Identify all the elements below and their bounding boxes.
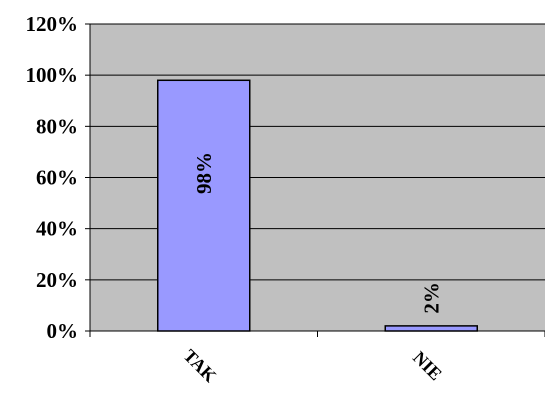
y-tick-label: 40% <box>36 217 78 241</box>
y-tick-label: 0% <box>47 319 79 343</box>
x-category-label: TAK <box>180 345 221 386</box>
bars <box>157 79 478 332</box>
y-tick-label: 20% <box>36 268 78 292</box>
y-tick-label: 120% <box>26 12 79 36</box>
y-tick-label: 60% <box>36 166 78 190</box>
bar-tak <box>157 79 251 332</box>
axes <box>85 23 545 337</box>
x-category-label: NIE <box>409 347 446 384</box>
data-label-nie: 2% <box>419 282 443 314</box>
y-tick-label: 80% <box>36 114 78 138</box>
bar-nie <box>384 325 478 332</box>
y-tick-label: 100% <box>26 63 79 87</box>
labels: 0% 20% 40% 60% 80% 100% 120% 98% TAK 2% NIE <box>26 12 446 386</box>
data-label-tak: 98% <box>192 152 216 194</box>
